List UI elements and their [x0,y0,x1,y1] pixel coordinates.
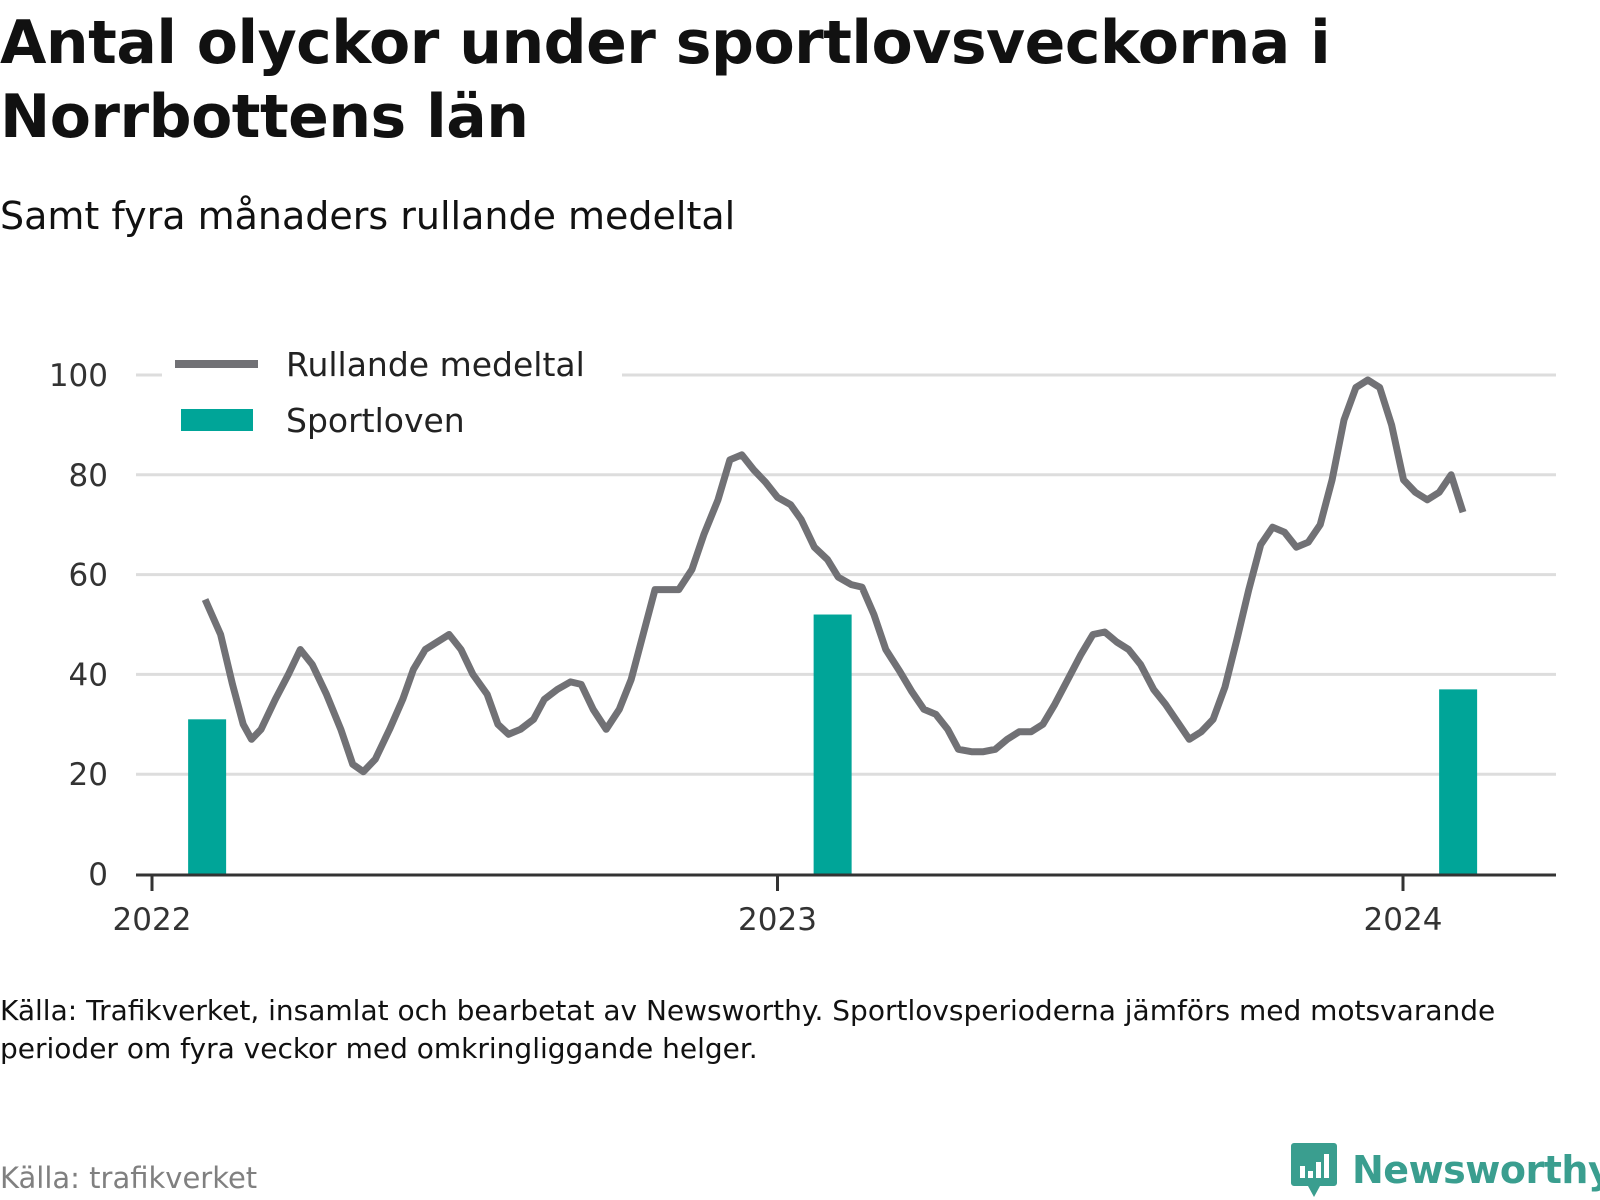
newsworthy-logo: Newsworthy [1290,1140,1600,1200]
newsworthy-logo-icon [1291,1143,1337,1197]
bar-series-sportloven [188,614,1478,874]
x-tick-label-2024: 2024 [1364,902,1443,938]
x-tick-label-2023: 2023 [738,902,817,938]
line-series-rullande-medeltal [201,376,1467,776]
chart-notes: Källa: Trafikverket, insamlat och bearbe… [0,994,1496,1065]
y-tick-label-20: 20 [69,757,108,793]
bar-sportloven-2 [813,614,852,874]
y-tick-label-60: 60 [69,558,108,594]
y-tick-label-100: 100 [49,358,108,394]
x-axis: 2022 2023 2024 [113,873,1556,938]
y-tick-label-40: 40 [69,657,108,693]
chart: 0 20 40 60 80 100 2022 2023 2024 Rullande medel… [48,338,1556,938]
chart-source: Källa: trafikverket [0,1161,258,1195]
y-axis-labels: 0 20 40 60 80 100 [49,358,108,893]
legend-bar-swatch [181,409,253,431]
legend: Rullande medeltal Sportloven [162,338,622,456]
line-path-rullande-medeltal [201,376,1467,776]
chart-title: Antal olyckor under sportlovsveckorna i … [0,8,1331,152]
bar-sportloven-3 [1439,689,1478,874]
x-tick-label-2022: 2022 [113,902,192,938]
chart-subtitle: Samt fyra månaders rullande medeltal [0,194,736,238]
brand-name: Newsworthy [1352,1148,1600,1192]
legend-background [162,338,622,456]
y-tick-label-0: 0 [88,857,108,893]
legend-label-line: Rullande medeltal [286,345,585,384]
bar-sportloven-1 [188,719,227,874]
legend-label-bar: Sportloven [286,401,465,440]
y-tick-label-80: 80 [69,458,108,494]
